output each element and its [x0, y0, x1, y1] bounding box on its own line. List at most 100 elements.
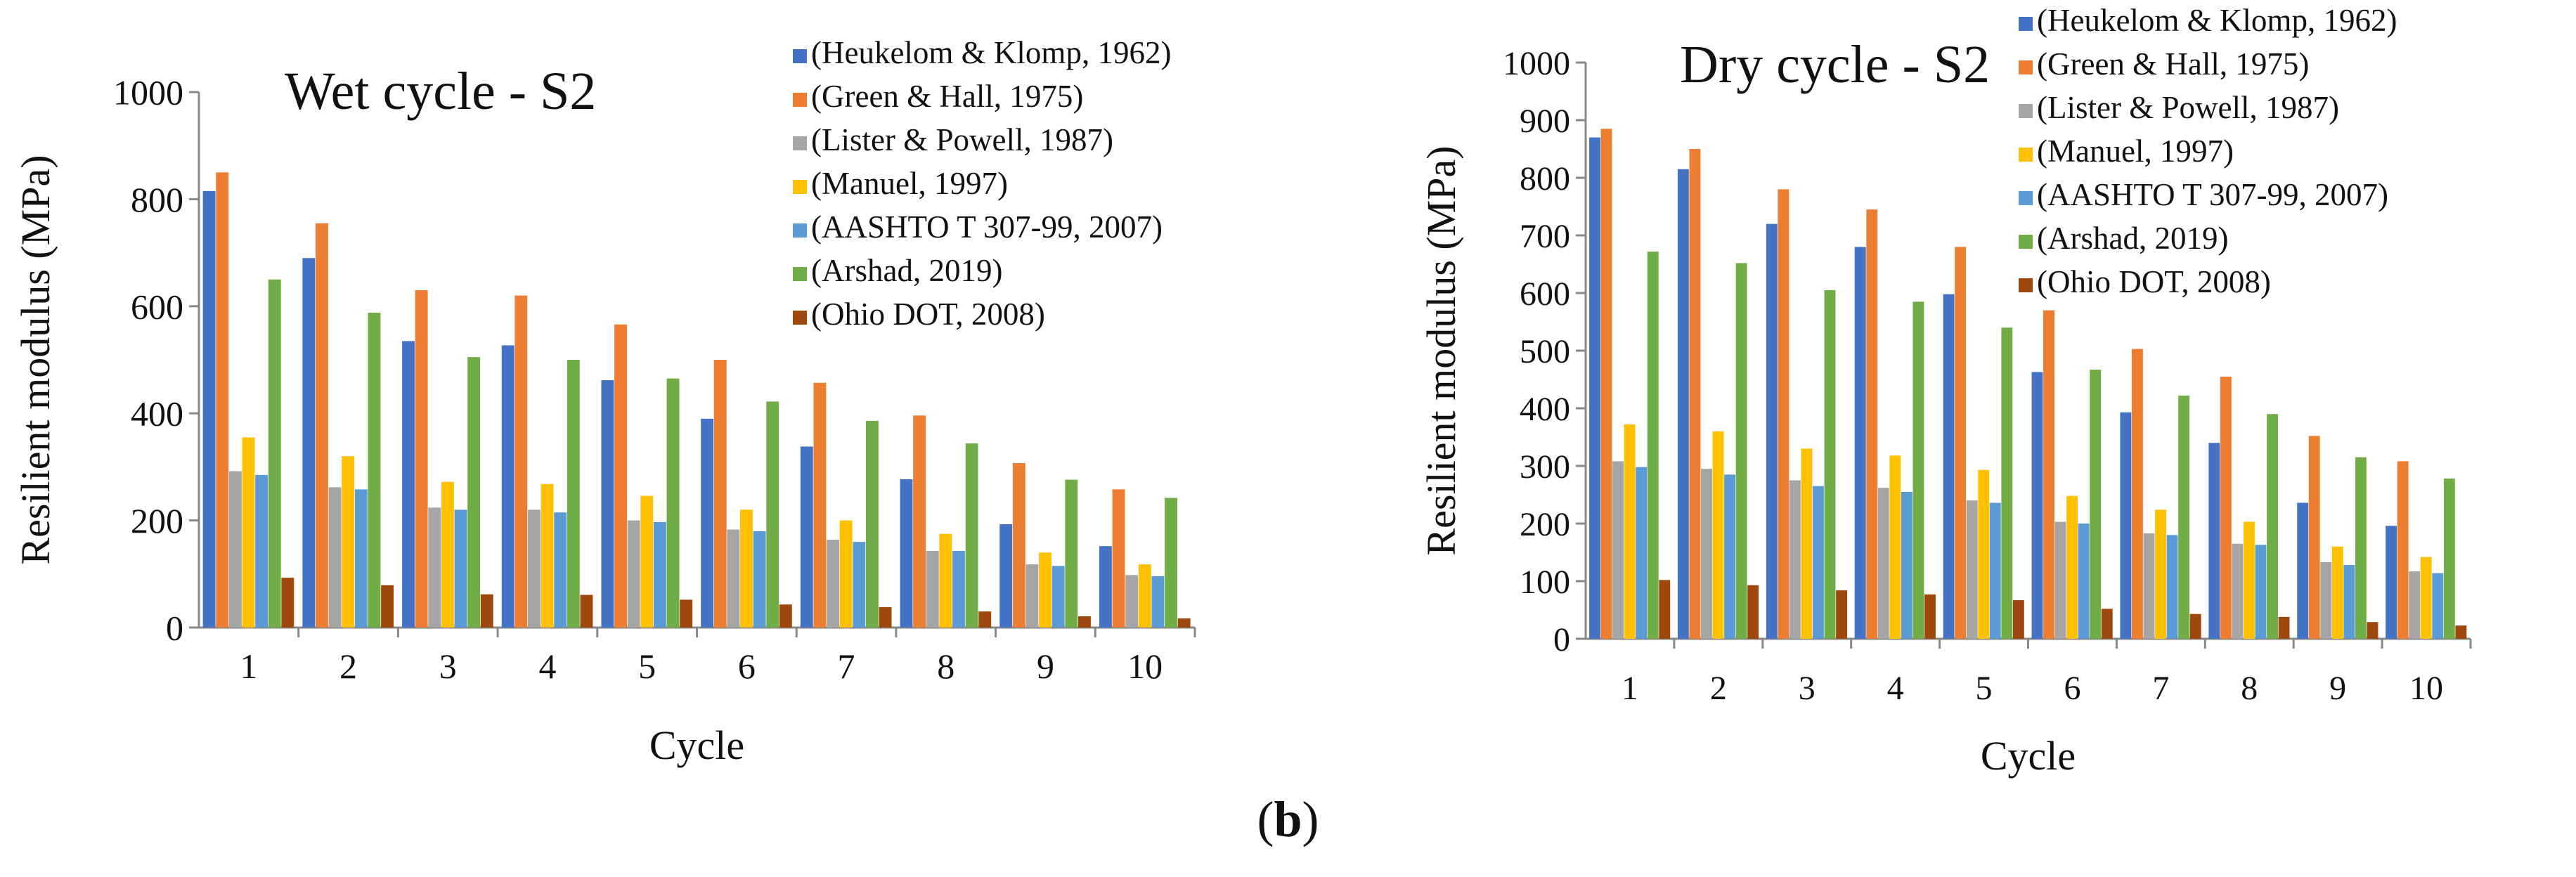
- y-tick-label: 800: [1520, 160, 1570, 197]
- bar: [1724, 474, 1736, 639]
- legend-label: (Manuel, 1997): [811, 166, 1008, 201]
- x-tick-label: 10: [1127, 647, 1163, 686]
- bar: [2155, 509, 2166, 639]
- bar: [1659, 580, 1671, 639]
- bar: [342, 456, 355, 628]
- bar: [1165, 498, 1177, 628]
- bar: [1647, 251, 1659, 639]
- bar: [2043, 310, 2054, 639]
- bar: [601, 379, 614, 628]
- bar: [567, 360, 580, 628]
- bar: [1877, 488, 1889, 639]
- bar: [1039, 552, 1052, 628]
- legend-label: (Arshad, 2019): [2037, 221, 2228, 256]
- bar: [2054, 521, 2066, 639]
- y-tick-label: 1000: [113, 73, 183, 112]
- x-tick-label: 7: [838, 647, 855, 686]
- legend-label: (AASHTO T 307-99, 2007): [2037, 177, 2388, 212]
- bar: [1151, 576, 1165, 628]
- bar: [554, 512, 567, 628]
- bar: [1138, 564, 1151, 628]
- bar: [2297, 502, 2309, 639]
- legend-swatch: [2019, 191, 2033, 205]
- bar: [1747, 585, 1759, 639]
- bar: [1025, 564, 1039, 628]
- y-tick-label: 900: [1520, 103, 1570, 140]
- bar: [2078, 524, 2090, 639]
- bar: [2001, 327, 2013, 639]
- bar: [800, 446, 813, 628]
- legend-swatch: [793, 49, 807, 63]
- x-tick-label: 1: [1622, 670, 1638, 707]
- legend-swatch: [2019, 60, 2033, 74]
- legend-swatch: [793, 311, 807, 325]
- bar: [328, 487, 342, 628]
- bar: [2455, 625, 2467, 639]
- chart-title: Dry cycle - S2: [1680, 35, 1990, 94]
- x-tick-label: 5: [1976, 670, 1993, 707]
- wet-cycle-chart: 0 200 400 600 800 1000 1 2 3 4 5 6 7 8 9 10 Wet cycle - …: [13, 35, 1196, 768]
- bar: [939, 533, 952, 628]
- legend-swatch: [2019, 17, 2033, 31]
- bar: [315, 223, 328, 628]
- bar: [713, 360, 727, 628]
- bar: [1624, 424, 1636, 639]
- x-tick-label: 6: [738, 647, 756, 686]
- bar: [1099, 546, 1112, 628]
- chart-title: Wet cycle - S2: [285, 62, 596, 121]
- y-tick-label: 200: [1520, 506, 1570, 543]
- bar: [528, 509, 541, 628]
- bar: [2143, 533, 2155, 639]
- bar: [402, 341, 415, 628]
- bar: [2367, 622, 2378, 639]
- bar: [753, 531, 766, 628]
- x-tick-label: 10: [2409, 670, 2443, 707]
- legend-label: (Green & Hall, 1975): [2037, 46, 2309, 82]
- bar: [2090, 370, 2102, 639]
- bar: [2355, 457, 2367, 639]
- y-tick-label: 800: [131, 180, 183, 219]
- legend-swatch: [793, 136, 807, 150]
- y-tick-label: 0: [1553, 621, 1570, 658]
- bar: [302, 258, 316, 628]
- bar: [2066, 495, 2078, 639]
- bar: [779, 604, 792, 628]
- bar: [2178, 395, 2190, 639]
- bar: [415, 290, 428, 628]
- legend-label: (Ohio DOT, 2008): [811, 297, 1045, 332]
- bar: [1078, 616, 1091, 628]
- legend-swatch: [793, 267, 807, 281]
- bar: [1824, 290, 1836, 639]
- bar: [839, 520, 853, 628]
- bar: [2267, 414, 2278, 639]
- bar: [354, 489, 368, 628]
- legend-swatch: [793, 223, 807, 238]
- bar: [2409, 571, 2421, 639]
- bar: [428, 507, 441, 628]
- bar: [1801, 448, 1813, 639]
- bar: [501, 345, 514, 628]
- bar: [2432, 573, 2444, 639]
- bar: [813, 382, 827, 628]
- y-tick-label: 400: [131, 394, 183, 434]
- x-tick-label: 6: [2064, 670, 2080, 707]
- bar: [2308, 436, 2320, 639]
- x-tick-label: 4: [1887, 670, 1904, 707]
- legend-label: (Lister & Powell, 1987): [811, 122, 1113, 157]
- bar: [441, 481, 454, 628]
- bar: [879, 607, 892, 628]
- bar: [680, 599, 693, 628]
- bar: [2420, 557, 2432, 639]
- bar: [2031, 372, 2043, 639]
- bar: [268, 279, 281, 628]
- bar: [1989, 502, 2001, 639]
- bar: [701, 418, 714, 628]
- bar: [1125, 575, 1139, 628]
- x-axis-label: Cycle: [649, 722, 744, 768]
- bar: [1924, 594, 1936, 639]
- figure-caption: (b): [0, 791, 2576, 849]
- bar: [216, 172, 229, 628]
- legend-label: (Ohio DOT, 2008): [2037, 264, 2271, 299]
- bar: [2278, 616, 2290, 639]
- bar: [2189, 613, 2201, 639]
